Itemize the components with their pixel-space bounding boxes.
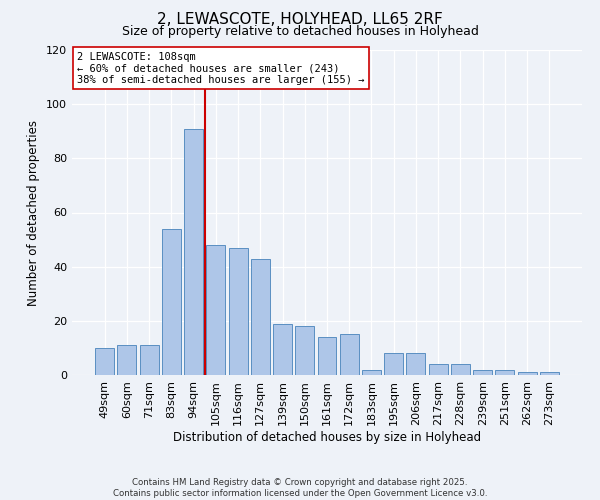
Bar <box>229 248 248 375</box>
Text: Contains HM Land Registry data © Crown copyright and database right 2025.
Contai: Contains HM Land Registry data © Crown c… <box>113 478 487 498</box>
Bar <box>95 348 114 375</box>
Bar <box>518 372 536 375</box>
Bar <box>473 370 492 375</box>
Bar <box>451 364 470 375</box>
Bar <box>273 324 292 375</box>
Bar <box>317 337 337 375</box>
Bar <box>140 345 158 375</box>
Bar <box>340 334 359 375</box>
Bar <box>429 364 448 375</box>
Bar <box>184 128 203 375</box>
Bar <box>540 372 559 375</box>
Bar <box>406 354 425 375</box>
Text: 2, LEWASCOTE, HOLYHEAD, LL65 2RF: 2, LEWASCOTE, HOLYHEAD, LL65 2RF <box>157 12 443 28</box>
Bar <box>384 354 403 375</box>
Text: 2 LEWASCOTE: 108sqm
← 60% of detached houses are smaller (243)
38% of semi-detac: 2 LEWASCOTE: 108sqm ← 60% of detached ho… <box>77 52 365 85</box>
Bar <box>118 345 136 375</box>
Bar <box>496 370 514 375</box>
Bar <box>251 258 270 375</box>
Bar <box>362 370 381 375</box>
Y-axis label: Number of detached properties: Number of detached properties <box>28 120 40 306</box>
Text: Size of property relative to detached houses in Holyhead: Size of property relative to detached ho… <box>122 25 478 38</box>
Bar <box>295 326 314 375</box>
X-axis label: Distribution of detached houses by size in Holyhead: Distribution of detached houses by size … <box>173 430 481 444</box>
Bar <box>206 245 225 375</box>
Bar <box>162 229 181 375</box>
